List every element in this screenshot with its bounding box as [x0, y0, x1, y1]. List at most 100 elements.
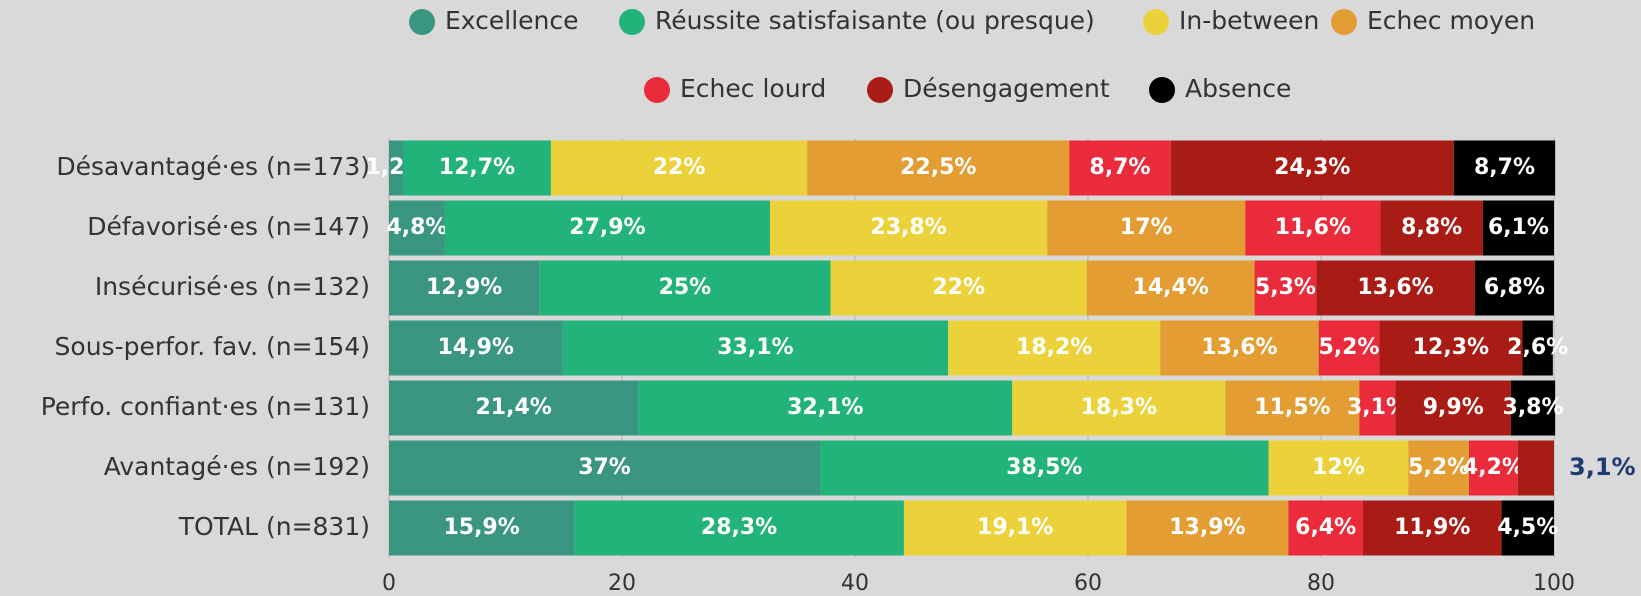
value-label: 6,4%: [1295, 515, 1356, 540]
bar-segment: [1086, 260, 1255, 316]
legend-label: Réussite satisfaisante (ou presque): [655, 6, 1095, 35]
legend-label: Echec moyen: [1367, 6, 1535, 35]
legend-swatch: [619, 9, 645, 35]
bar-segment: [638, 380, 1013, 436]
value-label: 5,2%: [1408, 455, 1469, 480]
value-label: 15,9%: [443, 515, 519, 540]
legend-swatch: [409, 9, 435, 35]
bar-segment: [1362, 500, 1502, 556]
bar-segment: [389, 440, 821, 496]
bar-segment: [389, 140, 403, 196]
category-label: Désavantagé·es (n=173): [56, 152, 370, 181]
value-label: 28,3%: [701, 515, 777, 540]
value-label: 8,7%: [1474, 155, 1535, 180]
x-tick-label: 40: [841, 571, 869, 596]
legend-swatch: [1331, 9, 1357, 35]
bar-segment: [1408, 440, 1469, 496]
value-label: 25%: [659, 275, 712, 300]
bar-segment: [1359, 380, 1396, 436]
bar-segment: [1047, 200, 1246, 256]
bar-segment: [539, 260, 831, 316]
category-label: Avantagé·es (n=192): [104, 452, 370, 481]
value-label: 13,6%: [1201, 335, 1277, 360]
bar-segment: [389, 320, 563, 376]
legend-label: In-between: [1179, 6, 1319, 35]
bar-segment: [1482, 200, 1554, 256]
value-label: 12,9%: [426, 275, 502, 300]
legend-swatch: [867, 77, 893, 103]
bar-segment: [948, 320, 1161, 376]
value-label: 14,9%: [438, 335, 514, 360]
bar-segment: [820, 440, 1269, 496]
value-label: 22%: [932, 275, 985, 300]
bar-segment: [1522, 320, 1553, 376]
bar-segment: [1501, 500, 1554, 556]
bar-segment: [830, 260, 1087, 316]
value-label: 32,1%: [787, 395, 863, 420]
x-tick-label: 60: [1074, 571, 1102, 596]
bar-segment: [807, 140, 1070, 196]
bar-segment: [1395, 380, 1511, 436]
x-tick-label: 80: [1307, 571, 1335, 596]
bar-segment: [402, 140, 551, 196]
value-label: 24,3%: [1274, 155, 1350, 180]
bar-segment: [1318, 320, 1380, 376]
value-label: 22,5%: [900, 155, 976, 180]
value-label: 19,1%: [977, 515, 1053, 540]
x-tick-label: 0: [382, 571, 396, 596]
value-label: 11,9%: [1394, 515, 1470, 540]
value-label: 12%: [1312, 455, 1365, 480]
value-label: 14,4%: [1133, 275, 1209, 300]
value-label: 12,7%: [439, 155, 515, 180]
value-label: 2,6%: [1507, 335, 1568, 360]
bar-segment: [444, 200, 770, 256]
bar-segment: [1453, 140, 1556, 196]
bar-segment: [1474, 260, 1554, 316]
bar-segment: [769, 200, 1048, 256]
value-label: 8,8%: [1401, 215, 1462, 240]
bar-segment: [574, 500, 904, 556]
bar-segment: [1288, 500, 1363, 556]
value-label: 9,9%: [1423, 395, 1484, 420]
category-label: Sous-perfor. fav. (n=154): [55, 332, 370, 361]
value-label: 22%: [653, 155, 706, 180]
value-label: 18,2%: [1016, 335, 1092, 360]
bar-segment: [1380, 200, 1483, 256]
value-label: 3,8%: [1503, 395, 1564, 420]
legend-swatch: [1143, 9, 1169, 35]
value-label: 27,9%: [569, 215, 645, 240]
bar-segment: [1012, 380, 1226, 436]
value-label: 21,4%: [475, 395, 551, 420]
value-label: 37%: [578, 455, 631, 480]
value-label: 11,6%: [1275, 215, 1351, 240]
bar-segment: [562, 320, 949, 376]
value-label: 4,8%: [386, 215, 447, 240]
bar-segment: [389, 260, 540, 316]
x-tick-label: 20: [608, 571, 636, 596]
bar-segment: [1126, 500, 1289, 556]
bar-segment: [1316, 260, 1475, 316]
bar-segment: [1379, 320, 1523, 376]
category-label: Perfo. confiant·es (n=131): [41, 392, 370, 421]
category-label: Défavorisé·es (n=147): [87, 212, 370, 241]
legend-label: Absence: [1185, 74, 1291, 103]
bar-segment: [1254, 260, 1317, 316]
value-label: 13,6%: [1357, 275, 1433, 300]
value-label: 12,3%: [1413, 335, 1489, 360]
value-label: 5,2%: [1318, 335, 1379, 360]
category-label: Insécurisé·es (n=132): [95, 272, 370, 301]
value-label: 18,3%: [1081, 395, 1157, 420]
bar-segment: [903, 500, 1127, 556]
value-label: 8,7%: [1090, 155, 1151, 180]
category-label: TOTAL (n=831): [178, 512, 370, 541]
legend-label: Echec lourd: [680, 74, 826, 103]
bar-segment: [1510, 380, 1556, 436]
bar-segment: [1069, 140, 1171, 196]
legend-label: Désengagement: [903, 74, 1110, 103]
value-label: 23,8%: [870, 215, 946, 240]
value-label: 13,9%: [1169, 515, 1245, 540]
bar-segment: [1170, 140, 1454, 196]
value-label: 4,5%: [1497, 515, 1558, 540]
legend-swatch: [644, 77, 670, 103]
